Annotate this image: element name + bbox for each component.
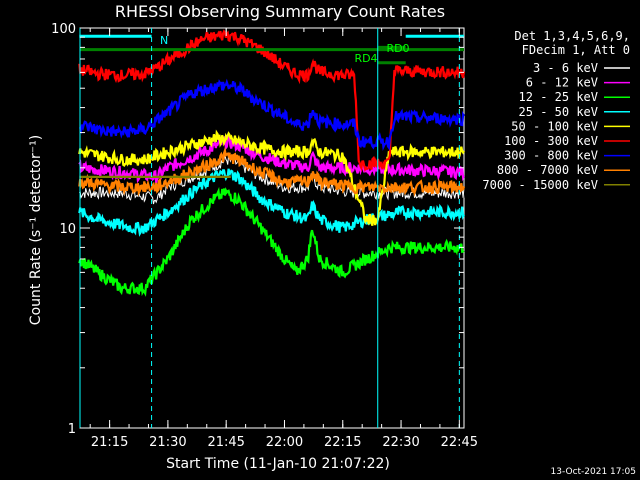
series-line-4 — [78, 129, 465, 227]
rd0-label: RD0 — [386, 42, 409, 55]
x-axis-label: Start Time (11-Jan-10 21:07:22) — [166, 456, 390, 472]
chart-title: RHESSI Observing Summary Count Rates — [115, 2, 445, 21]
x-tick-label-2: 21:45 — [207, 435, 244, 450]
series-line-3 — [78, 168, 465, 237]
series-layer — [78, 29, 466, 297]
series-line-5 — [78, 29, 466, 173]
series-line-2 — [78, 186, 465, 297]
x-tick-label-6: 22:45 — [441, 435, 478, 450]
legend-label-0: 3 - 6 keV — [533, 61, 598, 75]
legend-header-2: FDecim 1, Att 0 — [522, 43, 630, 57]
y-axis-label: Count Rate (s⁻¹ detector⁻¹) — [28, 135, 44, 325]
timestamp: 13-Oct-2021 17:05 — [551, 467, 636, 477]
series-line-7 — [78, 146, 466, 197]
y-tick-label-1: 10 — [59, 222, 76, 237]
legend-label-3: 25 - 50 keV — [519, 105, 598, 119]
legend-label-5: 100 - 300 keV — [504, 134, 598, 148]
legend-label-2: 12 - 25 keV — [519, 90, 598, 104]
x-tick-label-1: 21:30 — [149, 435, 186, 450]
n-label: N — [160, 34, 168, 47]
legend-label-1: 6 - 12 keV — [526, 76, 598, 90]
legend-label-6: 300 - 800 keV — [504, 149, 598, 163]
legend-label-8: 7000 - 15000 keV — [482, 178, 598, 192]
ticks-layer: 21:15 21:30 21:45 22:00 22:15 22:30 22:45 1 10 10… — [51, 22, 478, 450]
legend: Det 1,3,4,5,6,9, FDecim 1, Att 0 3 - 6 k… — [482, 29, 630, 192]
rd4-label: RD4 — [354, 52, 377, 65]
series-outline-0 — [78, 155, 465, 205]
legend-label-4: 50 - 100 keV — [511, 119, 598, 133]
series-line-6 — [79, 78, 465, 152]
y-tick-label-0: 1 — [68, 422, 76, 437]
x-tick-label-0: 21:15 — [91, 435, 128, 450]
x-tick-label-4: 22:15 — [324, 435, 361, 450]
x-tick-label-3: 22:00 — [266, 435, 303, 450]
legend-label-7: 800 - 7000 keV — [497, 163, 598, 177]
y-tick-label-2: 100 — [51, 22, 76, 37]
legend-header-1: Det 1,3,4,5,6,9, — [514, 29, 630, 43]
bars-layer — [79, 34, 464, 65]
series-line-1 — [78, 135, 465, 184]
x-tick-label-5: 22:30 — [382, 435, 419, 450]
